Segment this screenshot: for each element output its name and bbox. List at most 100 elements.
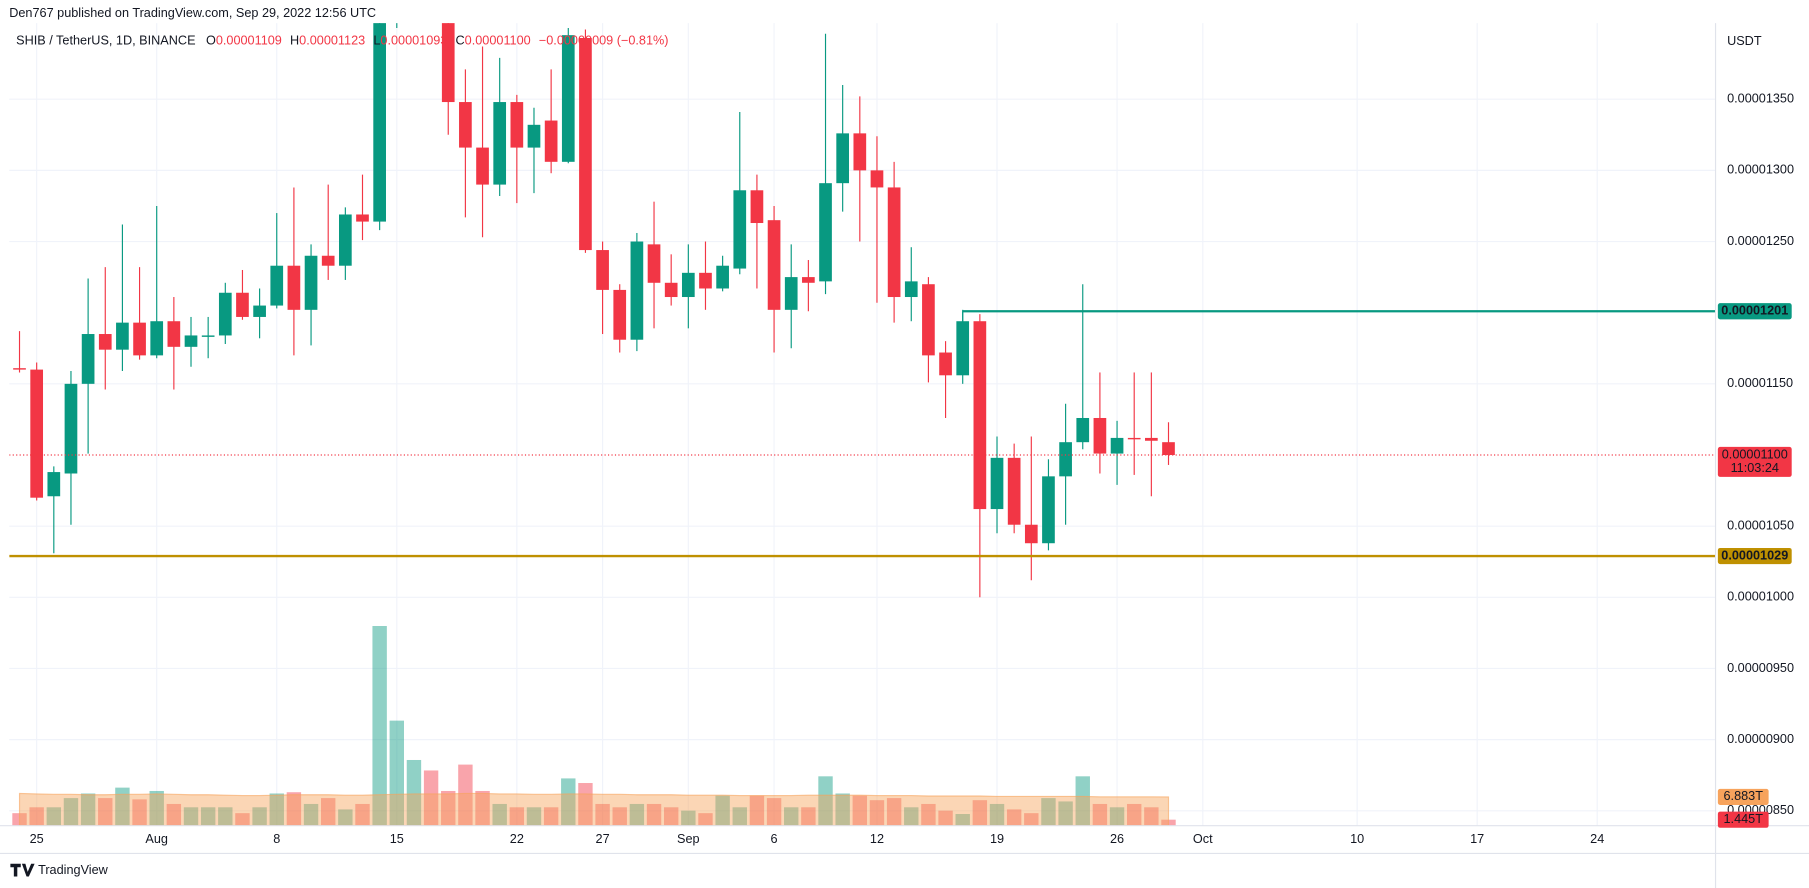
logo-mark: [10, 863, 35, 877]
x-tick-label: Oct: [1193, 832, 1213, 846]
volume-bar: [801, 807, 816, 826]
x-tick-label: 12: [870, 832, 884, 846]
volume-bar: [320, 798, 336, 826]
candle-body: [13, 368, 26, 370]
candle-body: [819, 183, 832, 282]
candle-body: [98, 334, 112, 350]
x-tick-label: 24: [1590, 832, 1604, 846]
footer-brand: TradingView: [38, 863, 109, 877]
volume-bar: [904, 807, 919, 826]
plot-area: [9, 23, 1716, 826]
x-tick-label: 10: [1350, 832, 1364, 846]
symbol: SHIB / TetherUS, 1D, BINANCE: [16, 34, 195, 48]
volume-bar: [663, 807, 679, 826]
volume-bar: [698, 813, 713, 826]
volume-bar: [303, 803, 319, 826]
volume-bar: [1075, 776, 1090, 826]
volume-bar: [63, 798, 79, 826]
candle-body: [476, 147, 489, 185]
volume-bar: [1024, 813, 1039, 826]
candle-body: [664, 282, 678, 298]
volume-bar: [423, 770, 439, 826]
volume-bar: [595, 803, 610, 826]
candle-body: [356, 214, 369, 222]
candle-body: [201, 335, 215, 337]
currency-label: USDT: [1727, 34, 1762, 48]
volume-bar: [389, 720, 404, 826]
volume-bar: [46, 807, 62, 826]
candle-body: [630, 241, 644, 340]
y-tick-label: 0.00001250: [1727, 234, 1794, 248]
volume-bar: [543, 807, 559, 826]
candle-body: [1059, 442, 1072, 477]
candle-body: [1145, 437, 1158, 441]
volume-bar: [235, 813, 250, 826]
candle-body: [270, 265, 284, 306]
candle-body: [527, 124, 541, 148]
candle-body: [716, 265, 729, 289]
volume-bar: [629, 803, 645, 826]
y-tick-label: 0.00001000: [1727, 590, 1794, 604]
x-tick-label: 25: [30, 832, 44, 846]
volume-bar: [441, 790, 456, 826]
y-tick-label: 0.00001150: [1727, 376, 1793, 390]
x-tick-label: Aug: [145, 832, 168, 846]
candle-body: [287, 265, 301, 310]
volume-bar: [98, 798, 113, 826]
legend-value: 0.00001100: [465, 34, 531, 48]
candle-body: [802, 277, 815, 283]
legend-key: L: [373, 34, 380, 48]
candle-body: [116, 322, 129, 350]
candle-body: [150, 321, 164, 356]
legend-key: O: [206, 34, 216, 48]
volume-bar: [200, 807, 216, 826]
symbol-legend: SHIB / TetherUS, 1D, BINANCE O0.00001109…: [16, 34, 668, 48]
volume-bar: [355, 803, 370, 826]
volume-bar: [252, 807, 267, 826]
candle-body: [1024, 524, 1038, 544]
candle-body: [167, 321, 181, 347]
candle-body: [304, 255, 318, 310]
volume-bar: [835, 793, 850, 826]
candle-body: [459, 102, 472, 148]
candle-body: [887, 187, 901, 298]
volume-bar: [338, 809, 353, 826]
candle-body: [1093, 417, 1107, 454]
candle-body: [47, 472, 61, 497]
legend-key: H: [290, 34, 299, 48]
volume-bar: [561, 778, 576, 826]
x-tick-label: 15: [390, 832, 404, 846]
level-label-box: [1717, 303, 1792, 320]
volume-bar: [681, 810, 696, 826]
volume-bar: [818, 776, 833, 826]
volume-bar: [132, 799, 147, 826]
x-tick-label: 26: [1110, 832, 1124, 846]
legend-value: 0.00001123: [299, 34, 365, 48]
volume-bar: [869, 800, 885, 826]
x-tick-label: 22: [510, 832, 524, 846]
volume-bar: [492, 803, 507, 826]
last-price-label: 0.00001100: [1722, 447, 1788, 461]
volume-bar: [646, 803, 662, 826]
volume-bar: [1041, 798, 1056, 826]
volume-bar: [1092, 803, 1108, 826]
published-note: Den767 published on TradingView.com, Sep…: [9, 6, 376, 20]
volume-label-box: [1717, 811, 1769, 828]
candle-body: [321, 255, 335, 266]
volume-bar: [1126, 803, 1142, 826]
candle-body: [1042, 476, 1055, 544]
volume-bar: [269, 793, 284, 826]
y-tick-label: 0.00000900: [1727, 732, 1794, 746]
candle-body: [339, 214, 352, 266]
volume-ma-label-box: [1717, 788, 1769, 805]
candle-body: [836, 133, 850, 184]
candle-body: [973, 321, 987, 510]
y-tick-label: 0.00001350: [1727, 92, 1794, 106]
candle-body: [236, 292, 249, 317]
volume-bar: [406, 759, 422, 826]
volume-bar: [972, 800, 988, 826]
volume-bar: [1058, 801, 1073, 826]
volume-bar: [509, 807, 525, 826]
volume-bar: [852, 795, 868, 826]
